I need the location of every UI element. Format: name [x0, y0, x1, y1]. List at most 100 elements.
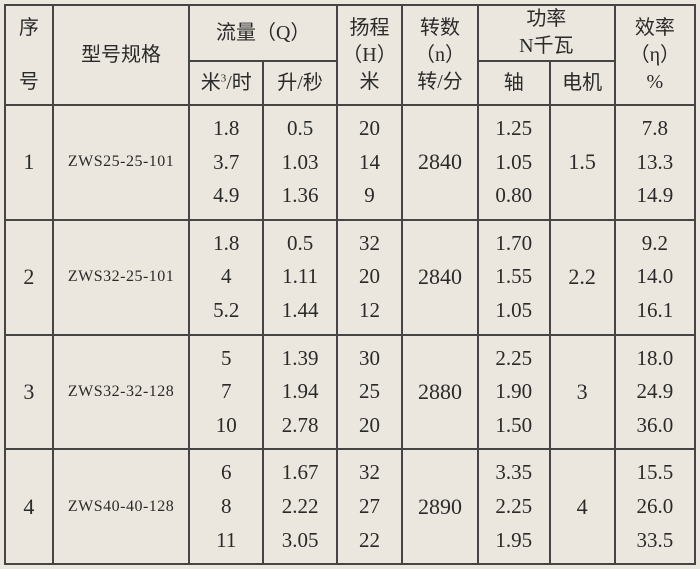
- cell-value: 14.9: [616, 179, 694, 213]
- table-cell: ZWS32-25-101: [53, 220, 190, 335]
- col-power-motor: 电机: [550, 61, 615, 105]
- cell-value: 18.0: [616, 342, 694, 376]
- cell-value: 22: [338, 524, 401, 558]
- cell-value: 4.9: [190, 179, 262, 213]
- cell-value: 27: [338, 490, 401, 524]
- col-eff: 效率 （η） %: [615, 5, 695, 105]
- cell-value: 7.8: [616, 112, 694, 146]
- table-cell: 1.5: [550, 105, 615, 220]
- cell-value: 1.70: [479, 227, 549, 261]
- table-row: 2ZWS32-25-1011.845.20.51.111.44322012284…: [5, 220, 695, 335]
- cell-value: 7: [190, 375, 262, 409]
- cell-value: 11: [190, 524, 262, 558]
- cell-value: 0.5: [264, 227, 336, 261]
- table-cell: 322722: [337, 449, 402, 564]
- table-cell: 7.813.314.9: [615, 105, 695, 220]
- cell-value: 3.35: [479, 456, 549, 490]
- cell-value: 14: [338, 146, 401, 180]
- cell-value: 14.0: [616, 260, 694, 294]
- table-cell: 1.672.223.05: [263, 449, 337, 564]
- table-cell: 2890: [402, 449, 478, 564]
- cell-value: 1.94: [264, 375, 336, 409]
- cell-value: 20: [338, 409, 401, 443]
- cell-value: 32: [338, 456, 401, 490]
- spec-table: 序 号 型号规格 流量（Q） 扬程 （H） 米 转数 （n） 转/分 功率 N千…: [4, 4, 696, 565]
- table-cell: 1.83.74.9: [189, 105, 263, 220]
- cell-value: 13.3: [616, 146, 694, 180]
- table-cell: 3: [550, 335, 615, 450]
- table-cell: ZWS40-40-128: [53, 449, 190, 564]
- cell-value: 36.0: [616, 409, 694, 443]
- cell-value: 20: [338, 112, 401, 146]
- cell-value: 26.0: [616, 490, 694, 524]
- col-flow-m3h: 米3/时: [189, 61, 263, 105]
- cell-value: 2.25: [479, 490, 549, 524]
- cell-value: 25: [338, 375, 401, 409]
- table-cell: 20149: [337, 105, 402, 220]
- cell-value: 1.8: [190, 227, 262, 261]
- cell-value: 24.9: [616, 375, 694, 409]
- cell-value: 1.39: [264, 342, 336, 376]
- table-row: 3ZWS32-32-12857101.391.942.7830252028802…: [5, 335, 695, 450]
- table-cell: 2: [5, 220, 53, 335]
- table-cell: ZWS32-32-128: [53, 335, 190, 450]
- cell-value: 5.2: [190, 294, 262, 328]
- cell-value: 1.67: [264, 456, 336, 490]
- cell-value: 1.05: [479, 146, 549, 180]
- table-row: 4ZWS40-40-12868111.672.223.0532272228903…: [5, 449, 695, 564]
- cell-value: 4: [190, 260, 262, 294]
- cell-value: 30: [338, 342, 401, 376]
- col-flow-group: 流量（Q）: [189, 5, 337, 61]
- table-cell: 1.391.942.78: [263, 335, 337, 450]
- table-cell: 2.2: [550, 220, 615, 335]
- col-model: 型号规格: [53, 5, 190, 105]
- cell-value: 1.44: [264, 294, 336, 328]
- cell-value: 1.03: [264, 146, 336, 180]
- table-cell: 0.51.031.36: [263, 105, 337, 220]
- cell-value: 12: [338, 294, 401, 328]
- cell-value: 2.25: [479, 342, 549, 376]
- cell-value: 33.5: [616, 524, 694, 558]
- table-cell: 0.51.111.44: [263, 220, 337, 335]
- table-cell: 4: [550, 449, 615, 564]
- table-header: 序 号 型号规格 流量（Q） 扬程 （H） 米 转数 （n） 转/分 功率 N千…: [5, 5, 695, 105]
- cell-value: 1.8: [190, 112, 262, 146]
- table-cell: 18.024.936.0: [615, 335, 695, 450]
- col-power-group: 功率 N千瓦: [478, 5, 615, 61]
- cell-value: 16.1: [616, 294, 694, 328]
- col-speed: 转数 （n） 转/分: [402, 5, 478, 105]
- cell-value: 0.80: [479, 179, 549, 213]
- table-cell: 302520: [337, 335, 402, 450]
- cell-value: 10: [190, 409, 262, 443]
- col-flow-ls: 升/秒: [263, 61, 337, 105]
- table-cell: 1.701.551.05: [478, 220, 550, 335]
- table-cell: 6811: [189, 449, 263, 564]
- cell-value: 32: [338, 227, 401, 261]
- table-cell: 2.251.901.50: [478, 335, 550, 450]
- table-cell: 322012: [337, 220, 402, 335]
- table-cell: 2880: [402, 335, 478, 450]
- cell-value: 9: [338, 179, 401, 213]
- cell-value: 1.95: [479, 524, 549, 558]
- cell-value: 1.25: [479, 112, 549, 146]
- cell-value: 9.2: [616, 227, 694, 261]
- table-cell: 3: [5, 335, 53, 450]
- cell-value: 1.90: [479, 375, 549, 409]
- cell-value: 2.22: [264, 490, 336, 524]
- col-power-shaft: 轴: [478, 61, 550, 105]
- table-cell: 3.352.251.95: [478, 449, 550, 564]
- table-cell: 1.845.2: [189, 220, 263, 335]
- cell-value: 2.78: [264, 409, 336, 443]
- table-cell: 15.526.033.5: [615, 449, 695, 564]
- col-head: 扬程 （H） 米: [337, 5, 402, 105]
- table-cell: ZWS25-25-101: [53, 105, 190, 220]
- table-cell: 1: [5, 105, 53, 220]
- table-cell: 9.214.016.1: [615, 220, 695, 335]
- cell-value: 15.5: [616, 456, 694, 490]
- table-cell: 4: [5, 449, 53, 564]
- cell-value: 20: [338, 260, 401, 294]
- cell-value: 8: [190, 490, 262, 524]
- cell-value: 0.5: [264, 112, 336, 146]
- cell-value: 1.05: [479, 294, 549, 328]
- col-seq: 序 号: [5, 5, 53, 105]
